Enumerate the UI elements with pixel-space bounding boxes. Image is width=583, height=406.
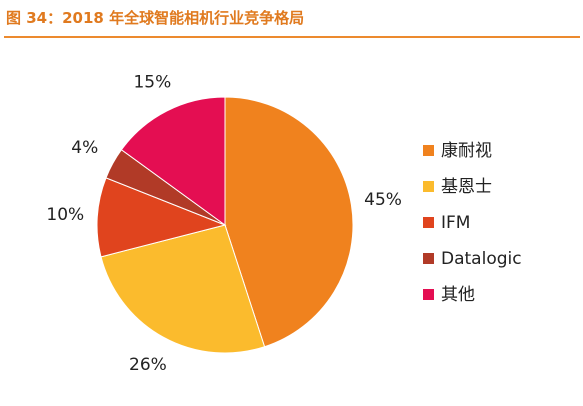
legend-swatch-4 [423, 289, 434, 300]
pie-slice-1 [100, 224, 266, 354]
legend-swatch-2 [423, 217, 434, 228]
data-label-0: 45% [364, 190, 402, 210]
legend-swatch-0 [423, 145, 434, 156]
pie-data-labels: 45% 26% 10% 4% 15% [46, 72, 402, 375]
pie-slice-0 [224, 96, 354, 348]
legend-swatch-3 [423, 253, 434, 264]
data-label-2: 10% [46, 205, 84, 225]
legend-label-0: 康耐视 [441, 141, 492, 161]
pie-slice-2 [96, 177, 227, 258]
data-label-3: 4% [71, 138, 98, 158]
pie-slices [96, 96, 354, 354]
title-divider [4, 36, 580, 38]
legend-label-3: Datalogic [441, 249, 522, 269]
data-label-1: 26% [129, 355, 167, 375]
legend-label-4: 其他 [441, 285, 475, 305]
legend-label-2: IFM [441, 213, 471, 233]
legend-swatch-1 [423, 181, 434, 192]
data-label-4: 15% [133, 72, 171, 92]
pie-slice-4 [120, 96, 226, 226]
legend-label-1: 基恩士 [441, 177, 492, 197]
chart-title: 图 34：2018 年全球智能相机行业竞争格局 [6, 9, 305, 27]
